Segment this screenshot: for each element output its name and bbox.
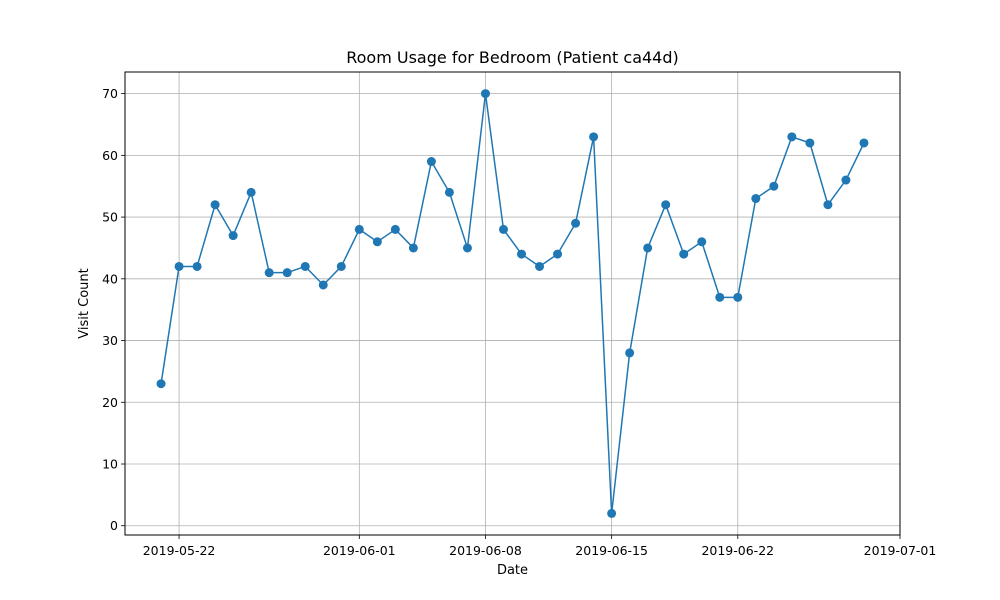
data-point (336, 261, 346, 271)
data-point (661, 200, 671, 210)
data-point (859, 138, 869, 148)
data-point (589, 132, 599, 142)
chart-title: Room Usage for Bedroom (Patient ca44d) (346, 48, 679, 67)
data-point (444, 187, 454, 197)
data-point (156, 379, 166, 389)
data-point (715, 292, 725, 302)
data-point (390, 224, 400, 234)
x-tick-label: 2019-06-15 (575, 543, 648, 558)
data-point (426, 157, 436, 167)
x-tick-label: 2019-06-22 (701, 543, 774, 558)
data-point (607, 508, 617, 518)
data-point (354, 224, 364, 234)
series-line (160, 93, 865, 514)
data-point (408, 243, 418, 253)
data-point (210, 200, 220, 210)
data-point (462, 243, 472, 253)
data-point (751, 194, 761, 204)
data-point (480, 89, 490, 99)
y-tick-label: 10 (102, 457, 118, 472)
data-point (535, 261, 545, 271)
data-point (571, 218, 581, 228)
data-point (841, 175, 851, 185)
x-tick-label: 2019-06-01 (323, 543, 396, 558)
data-point (823, 200, 833, 210)
data-point (643, 243, 653, 253)
data-point (625, 348, 635, 358)
x-tick-label: 2019-05-22 (143, 543, 216, 558)
data-point (300, 261, 310, 271)
x-axis-label: Date (497, 563, 528, 578)
data-point (192, 261, 202, 271)
data-point (282, 268, 292, 278)
data-point (228, 231, 238, 241)
axis-ticks: 0 10 20 30 40 50 60 70 2019-05-22 2019-06-01 2019-… (102, 86, 936, 558)
data-point (733, 292, 743, 302)
data-point (264, 268, 274, 278)
x-tick-label: 2019-07-01 (864, 543, 937, 558)
y-tick-label: 20 (102, 395, 118, 410)
data-point (553, 249, 563, 259)
y-tick-label: 60 (102, 148, 118, 163)
y-tick-label: 70 (102, 86, 118, 101)
series-bedroom (156, 89, 869, 518)
data-point (679, 249, 689, 259)
data-point (498, 224, 508, 234)
data-point (697, 237, 707, 247)
x-tick-label: 2019-06-08 (449, 543, 522, 558)
data-point (787, 132, 797, 142)
y-tick-label: 50 (102, 210, 118, 225)
plot-frame (124, 71, 901, 536)
data-point (174, 261, 184, 271)
data-point (769, 181, 779, 191)
data-point (246, 187, 256, 197)
y-tick-label: 40 (102, 271, 118, 286)
data-point (805, 138, 815, 148)
y-axis-label: Visit Count (77, 268, 92, 338)
y-tick-label: 0 (110, 518, 118, 533)
data-point (318, 280, 328, 290)
y-tick-label: 30 (102, 333, 118, 348)
data-point (372, 237, 382, 247)
data-point (517, 249, 527, 259)
